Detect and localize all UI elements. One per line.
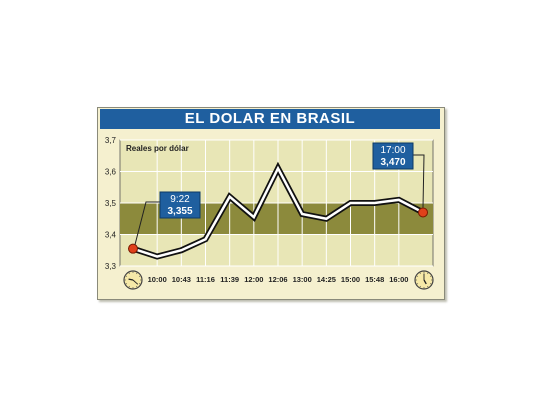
- clock-tick: [416, 275, 419, 277]
- clock-tick: [136, 272, 138, 275]
- x-tick-label: 14:25: [317, 275, 336, 284]
- callout-time: 9:22: [170, 194, 190, 205]
- clock-tick: [429, 275, 432, 277]
- clock-tick: [138, 283, 141, 285]
- x-tick-label: 12:00: [244, 275, 263, 284]
- x-tick-label: 10:43: [172, 275, 191, 284]
- clock-tick: [128, 285, 130, 288]
- clock-tick: [125, 275, 128, 277]
- chart-title: EL DOLAR EN BRASIL: [100, 109, 440, 129]
- y-tick-labels: 3,3 3,4 3,5 3,6 3,7: [105, 136, 117, 271]
- y-tick-label: 3,7: [105, 136, 117, 145]
- y-axis-label: Reales por dólar: [126, 144, 189, 153]
- clock-tick: [125, 283, 128, 285]
- callout-value: 3,470: [380, 157, 405, 168]
- clock-tick: [427, 272, 429, 275]
- callout-time: 17:00: [380, 145, 405, 156]
- x-tick-label: 11:16: [196, 275, 215, 284]
- clock-icon: [414, 270, 434, 290]
- callout-leader: [134, 201, 160, 245]
- y-tick-label: 3,4: [105, 231, 117, 240]
- callouts: 9:223,355 17:003,470: [134, 142, 425, 245]
- data-point-marker: [128, 243, 138, 254]
- clock-tick: [138, 275, 141, 277]
- x-tick-labels: 10:00 10:43 11:16 11:39 12:00 12:06 13:00 14:25…: [148, 275, 409, 284]
- x-tick-label: 13:00: [293, 275, 312, 284]
- x-tick-label: 15:48: [365, 275, 384, 284]
- callout-leader: [413, 154, 425, 208]
- x-tick-label: 12:06: [268, 275, 287, 284]
- clock-hour-hand: [128, 278, 134, 281]
- clock-minute-hand: [132, 279, 139, 285]
- clock-tick: [128, 272, 130, 275]
- clock-tick: [419, 272, 421, 275]
- series-markers: [128, 207, 428, 254]
- clock-icon: [123, 270, 143, 290]
- callout-box: [372, 142, 414, 170]
- series-line: [132, 161, 425, 260]
- x-tick-label: 10:00: [148, 275, 167, 284]
- clock-tick: [427, 285, 429, 288]
- y-tick-label: 3,6: [105, 168, 117, 177]
- y-tick-label: 3,3: [105, 262, 117, 271]
- callout-value: 3,355: [167, 206, 192, 217]
- clock-tick: [429, 283, 432, 285]
- clock-hour-hand: [423, 279, 427, 285]
- clock-tick: [136, 285, 138, 288]
- clocks: [123, 270, 434, 290]
- x-tick-label: 16:00: [389, 275, 408, 284]
- callout-box: [159, 191, 201, 219]
- y-tick-label: 3,5: [105, 199, 117, 208]
- data-point-marker: [418, 207, 428, 218]
- x-tick-label: 11:39: [220, 275, 239, 284]
- x-tick-label: 15:00: [341, 275, 360, 284]
- clock-tick: [416, 283, 419, 285]
- series-line-inner: [132, 165, 424, 258]
- clock-tick: [419, 285, 421, 288]
